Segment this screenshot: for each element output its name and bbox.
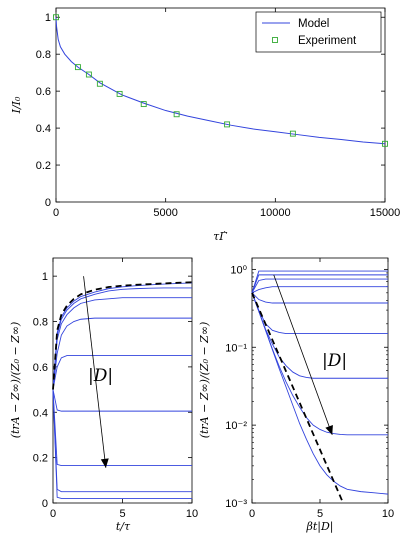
experiment-point bbox=[173, 111, 180, 118]
br-x-tick-label: 0 bbox=[249, 508, 255, 520]
bottom-left-chart: 0 5 10 0 0.2 0.4 0.6 0.8 1 |D| t/τ (trA − Z∞)/(… bbox=[9, 257, 198, 533]
br-arrow-head bbox=[325, 425, 333, 435]
bl-limit-dashed-line bbox=[52, 281, 193, 390]
br-y-tick-label: 10⁻¹ bbox=[225, 342, 247, 354]
br-arrow-shaft bbox=[273, 274, 333, 435]
top-y-axis-label: I/I₀ bbox=[10, 96, 23, 114]
legend-experiment-swatch bbox=[272, 37, 278, 43]
bl-series-line-7 bbox=[52, 389, 192, 467]
bl-x-tick-label: 5 bbox=[119, 508, 125, 520]
bl-series-line-5 bbox=[52, 355, 192, 390]
legend-box bbox=[255, 11, 382, 53]
bl-arrow-head bbox=[100, 458, 109, 468]
bl-y-tick-label: 0.4 bbox=[33, 407, 48, 419]
bl-series-line-3 bbox=[52, 297, 192, 390]
experiment-point bbox=[85, 71, 92, 78]
br-series-line-9 bbox=[251, 292, 389, 495]
br-series-line-3 bbox=[251, 278, 388, 294]
br-series-line-7 bbox=[251, 292, 388, 379]
br-y-tick-label: 10⁰ bbox=[230, 264, 247, 276]
legend: Model Experiment bbox=[255, 11, 382, 53]
bottom-right-chart: 0 5 10 10⁻³ 10⁻² 10⁻¹ 10⁰ |D| βt|D| (trA − Z∞… bbox=[198, 257, 394, 534]
bl-x-tick-label: 10 bbox=[186, 508, 198, 520]
bl-series-line-1 bbox=[52, 282, 193, 390]
top-y-tick-label: 0 bbox=[45, 197, 51, 209]
br-y-tick-label: 10⁻² bbox=[225, 420, 247, 432]
top-x-tick-label: 0 bbox=[53, 207, 59, 219]
br-limit-dashed-line bbox=[251, 292, 344, 504]
top-x-tick-label: 15000 bbox=[370, 207, 401, 219]
bl-arrow-shaft bbox=[83, 276, 107, 468]
top-y-tick-label: 0.6 bbox=[36, 86, 51, 98]
bl-annotation: |D| bbox=[88, 366, 113, 386]
bl-y-tick-label: 0.6 bbox=[33, 362, 48, 374]
br-series-line-1 bbox=[251, 270, 388, 293]
experiment-point bbox=[116, 90, 123, 97]
bl-plot-frame bbox=[52, 257, 193, 504]
bl-x-tick-label: 0 bbox=[50, 508, 56, 520]
bl-y-tick-label: 0 bbox=[42, 498, 48, 510]
bl-y-tick-label: 0.2 bbox=[33, 453, 48, 465]
experiment-point bbox=[289, 130, 296, 137]
br-series-line-2 bbox=[251, 274, 388, 293]
top-y-tick-label: 0.4 bbox=[36, 123, 51, 135]
bl-series-line-8 bbox=[52, 389, 192, 493]
top-chart: 0 5000 10000 15000 00.20.40.60.81 τΓ̇ I/I₀ … bbox=[10, 7, 401, 243]
br-x-axis-label: βt|D| bbox=[305, 520, 333, 534]
model-line bbox=[55, 17, 386, 145]
bl-series-line-2 bbox=[52, 287, 192, 390]
br-y-tick-label: 10⁻³ bbox=[225, 498, 247, 510]
br-series-line-8 bbox=[251, 292, 388, 436]
br-series-line-4 bbox=[251, 286, 388, 294]
experiment-point bbox=[382, 140, 388, 147]
bl-series-line-6 bbox=[52, 389, 192, 412]
top-plot-frame bbox=[55, 7, 386, 203]
experiment-point bbox=[74, 64, 81, 71]
experiment-point bbox=[53, 14, 59, 21]
top-x-tick-label: 5000 bbox=[153, 207, 177, 219]
br-series-line-6 bbox=[251, 292, 388, 334]
top-y-tick-label: 0.2 bbox=[36, 160, 51, 172]
experiment-point bbox=[224, 121, 231, 128]
legend-experiment-label: Experiment bbox=[298, 35, 357, 47]
top-y-tick-label: 1 bbox=[45, 12, 51, 24]
bl-y-tick-label: 1 bbox=[42, 271, 48, 283]
bl-series-line-4 bbox=[52, 317, 192, 390]
br-y-axis-label: (trA − Z∞)/(Z₀ − Z∞) bbox=[198, 322, 211, 439]
experiment-point bbox=[96, 80, 103, 87]
br-x-tick-label: 5 bbox=[317, 508, 323, 520]
experiment-point bbox=[140, 101, 147, 108]
bl-x-axis-label: t/τ bbox=[116, 520, 131, 533]
bl-y-axis-label: (trA − Z∞)/(Z₀ − Z∞) bbox=[9, 322, 22, 439]
br-x-tick-label: 10 bbox=[382, 508, 394, 520]
top-x-axis-label: τΓ̇ bbox=[213, 230, 227, 243]
top-y-tick-label: 0.8 bbox=[36, 49, 51, 61]
br-annotation: |D| bbox=[322, 351, 347, 371]
br-series-line-5 bbox=[251, 292, 388, 304]
bl-series-line-9 bbox=[52, 389, 192, 499]
top-x-tick-label: 10000 bbox=[260, 207, 291, 219]
legend-model-label: Model bbox=[298, 18, 329, 30]
bl-y-tick-label: 0.8 bbox=[33, 317, 48, 329]
